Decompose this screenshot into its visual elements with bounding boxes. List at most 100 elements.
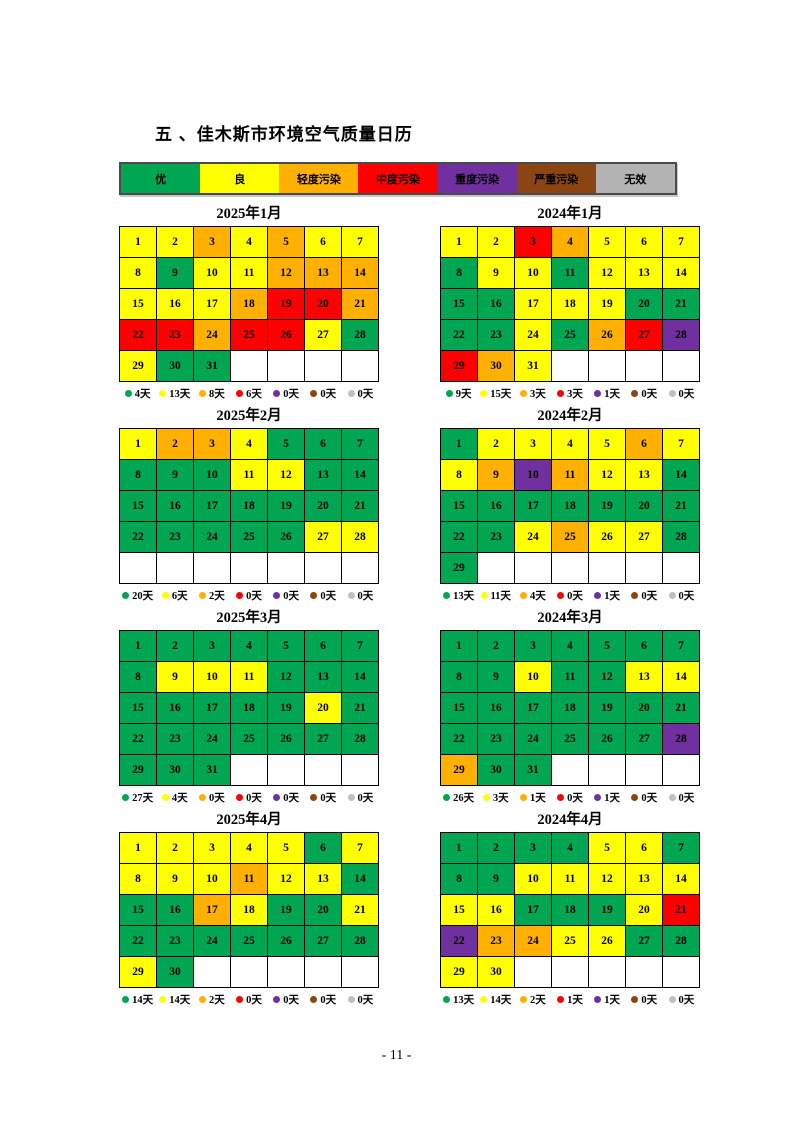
day-cell: 30 <box>478 755 515 786</box>
day-cell: 16 <box>478 491 515 522</box>
day-cell: 30 <box>478 957 515 988</box>
day-cell: 3 <box>515 631 552 662</box>
summary-count: 1天 <box>604 389 620 400</box>
summary-count: 0天 <box>283 389 299 400</box>
day-cell: 16 <box>478 693 515 724</box>
summary-count: 0天 <box>678 995 695 1006</box>
summary-dot-icon <box>198 794 206 801</box>
day-cell: 14 <box>663 258 700 289</box>
day-cell: 7 <box>342 833 379 864</box>
empty-cell <box>305 553 342 584</box>
day-cell: 5 <box>268 631 305 662</box>
day-cell: 2 <box>157 429 194 460</box>
empty-cell <box>342 351 379 382</box>
summary-count: 4天 <box>134 389 151 400</box>
summary-count: 0天 <box>678 793 695 804</box>
summary-count: 0天 <box>320 591 337 602</box>
day-cell: 15 <box>441 289 478 320</box>
day-cell: 17 <box>194 895 231 926</box>
legend-segment-G: 优 <box>121 164 201 193</box>
day-cell: 5 <box>589 429 626 460</box>
day-cell: 9 <box>157 662 194 693</box>
summary-dot-icon <box>159 996 167 1003</box>
day-cell: 31 <box>515 351 552 382</box>
legend-segment-B: 严重污染 <box>516 164 596 193</box>
empty-cell <box>342 957 379 988</box>
summary-count: 0天 <box>641 793 658 804</box>
empty-cell <box>552 957 589 988</box>
day-cell: 14 <box>342 258 379 289</box>
summary-item-R: 0天 <box>230 790 267 805</box>
day-cell: 1 <box>120 227 157 258</box>
day-cell: 30 <box>157 957 194 988</box>
day-cell: 23 <box>478 522 515 553</box>
day-cell: 5 <box>589 227 626 258</box>
day-cell: 13 <box>305 864 342 895</box>
summary-item-B: 0天 <box>305 992 342 1007</box>
summary-dot-icon <box>557 390 565 397</box>
day-cell: 1 <box>120 833 157 864</box>
calendar-block-4: 2024年2月 1 2 3 4 5 6 7 8 9 10 11 12 13 14 15 16 17 18 19 20 21… <box>440 406 700 602</box>
summary-item-Y: 14天 <box>477 992 514 1007</box>
calendar-block-7: 2025年4月 1 2 3 4 5 6 7 8 9 10 11 12 13 14 15 16 17 18 19 20 21… <box>119 810 379 1006</box>
day-cell: 24 <box>515 522 552 553</box>
calendar-block-2: 2024年1月 1 2 3 4 5 6 7 8 9 10 11 12 13 14 15 16 17 18 19 20 21… <box>440 204 700 400</box>
day-cell: 1 <box>441 227 478 258</box>
summary-count: 0天 <box>246 793 262 804</box>
day-cell: 21 <box>342 289 379 320</box>
day-cell: 10 <box>515 864 552 895</box>
day-cell: 12 <box>589 258 626 289</box>
day-cell: 6 <box>305 631 342 662</box>
summary-count: 0天 <box>283 591 299 602</box>
day-cell: 6 <box>626 833 663 864</box>
day-cell: 30 <box>157 755 194 786</box>
day-cell: 10 <box>515 258 552 289</box>
summary-count: 0天 <box>567 591 583 602</box>
calendar-grid-area: 2025年1月 1 2 3 4 5 6 7 8 9 10 11 12 13 14 15 16 17 18 19 20 21… <box>119 204 700 1006</box>
day-cell: 28 <box>342 320 379 351</box>
day-cell: 18 <box>231 289 268 320</box>
day-cell: 9 <box>478 662 515 693</box>
summary-dot-icon <box>161 592 169 599</box>
day-cell: 29 <box>441 957 478 988</box>
day-cell: 5 <box>268 429 305 460</box>
day-cell: 22 <box>441 320 478 351</box>
summary-item-X: 0天 <box>342 790 379 805</box>
summary-count: 2天 <box>529 995 546 1006</box>
day-cell: 17 <box>194 289 231 320</box>
calendar-summary: 27天 4天 0天 0天 0天 0天 0天 <box>119 790 379 804</box>
day-cell: 27 <box>626 724 663 755</box>
day-cell: 25 <box>231 926 268 957</box>
day-cell: 8 <box>441 460 478 491</box>
day-cell: 11 <box>231 258 268 289</box>
day-cell: 21 <box>663 491 700 522</box>
summary-count: 15天 <box>490 389 512 400</box>
day-cell: 27 <box>305 522 342 553</box>
day-cell: 11 <box>552 460 589 491</box>
calendar-block-8: 2024年4月 1 2 3 4 5 6 7 8 9 10 11 12 13 14 15 16 17 18 19 20 21… <box>440 810 700 1006</box>
day-cell: 7 <box>663 833 700 864</box>
empty-cell <box>552 351 589 382</box>
day-cell: 19 <box>268 491 305 522</box>
day-cell: 7 <box>342 429 379 460</box>
summary-count: 3天 <box>492 793 509 804</box>
summary-dot-icon <box>480 592 488 599</box>
summary-item-O: 8天 <box>193 386 230 401</box>
summary-count: 9天 <box>455 389 472 400</box>
summary-dot-icon <box>443 592 451 599</box>
day-cell: 10 <box>194 460 231 491</box>
day-cell: 10 <box>194 662 231 693</box>
calendar-summary: 13天 14天 2天 1天 1天 0天 0天 <box>440 992 700 1006</box>
summary-item-R: 0天 <box>551 588 588 603</box>
day-cell: 13 <box>305 258 342 289</box>
summary-item-Y: 3天 <box>477 790 514 805</box>
empty-cell <box>626 553 663 584</box>
summary-count: 27天 <box>132 793 154 804</box>
summary-dot-icon <box>159 390 167 397</box>
day-cell: 27 <box>305 926 342 957</box>
summary-count: 1天 <box>604 995 620 1006</box>
day-cell: 28 <box>663 522 700 553</box>
summary-item-G: 26天 <box>440 790 477 805</box>
day-cell: 3 <box>515 227 552 258</box>
day-cell: 20 <box>305 895 342 926</box>
